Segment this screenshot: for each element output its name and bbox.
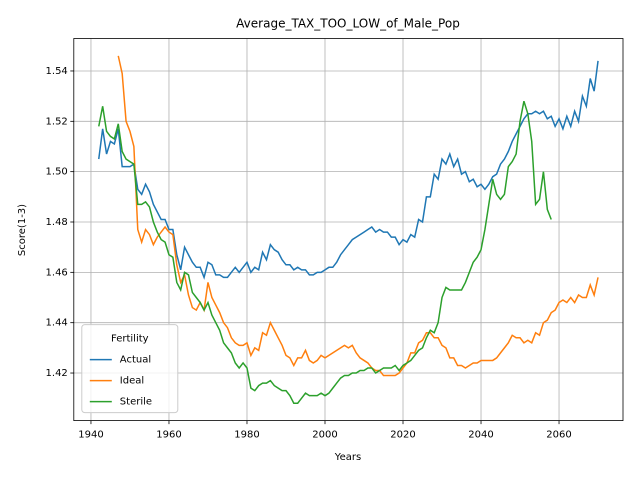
y-axis-label: Score(1-3) xyxy=(17,204,28,256)
legend-label: Sterile xyxy=(120,397,152,408)
x-tick-label: 1960 xyxy=(156,430,181,441)
legend-title: Fertility xyxy=(111,334,149,345)
series-line xyxy=(98,100,552,404)
x-axis-label: Years xyxy=(334,452,361,463)
plot-frame xyxy=(73,38,624,422)
y-tick-label: 1.48 xyxy=(46,217,68,228)
x-tick-label: 2020 xyxy=(390,430,415,441)
x-tick-label: 2060 xyxy=(546,430,571,441)
chart-title: Average_TAX_TOO_LOW_of_Male_Pop xyxy=(236,17,460,31)
y-tick-label: 1.44 xyxy=(46,318,68,329)
legend-box xyxy=(81,324,179,414)
y-tick-label: 1.46 xyxy=(46,267,68,278)
x-tick-label: 1980 xyxy=(234,430,259,441)
y-tick-label: 1.52 xyxy=(46,116,68,127)
y-tick-label: 1.50 xyxy=(46,167,68,178)
legend-label: Actual xyxy=(120,355,151,366)
legend-label: Ideal xyxy=(120,376,144,387)
legend: Fertility Actual Ideal Sterile xyxy=(81,324,179,414)
y-tick-label: 1.54 xyxy=(46,66,68,77)
x-tick-label: 2040 xyxy=(468,430,493,441)
series-line xyxy=(117,55,599,377)
x-tick-label: 1940 xyxy=(78,430,103,441)
y-tick-label: 1.42 xyxy=(46,368,68,379)
series-line xyxy=(98,60,599,280)
x-tick-label: 2000 xyxy=(312,430,337,441)
